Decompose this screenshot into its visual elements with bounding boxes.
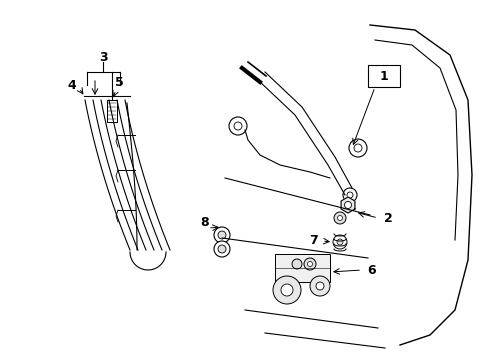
Circle shape bbox=[342, 188, 356, 202]
Text: 4: 4 bbox=[67, 78, 76, 91]
Text: 1: 1 bbox=[379, 69, 387, 82]
Circle shape bbox=[214, 227, 229, 243]
Text: 7: 7 bbox=[308, 234, 317, 247]
Circle shape bbox=[228, 117, 246, 135]
Polygon shape bbox=[340, 197, 354, 213]
Circle shape bbox=[353, 144, 361, 152]
Text: 2: 2 bbox=[383, 212, 391, 225]
Circle shape bbox=[332, 235, 346, 249]
Text: 3: 3 bbox=[99, 50, 107, 63]
Circle shape bbox=[348, 139, 366, 157]
Circle shape bbox=[333, 212, 346, 224]
Bar bbox=[274, 254, 329, 282]
Circle shape bbox=[291, 259, 302, 269]
Text: 8: 8 bbox=[200, 216, 209, 229]
Circle shape bbox=[336, 239, 342, 245]
Text: 6: 6 bbox=[367, 264, 376, 276]
Circle shape bbox=[218, 245, 225, 253]
Circle shape bbox=[346, 192, 352, 198]
Circle shape bbox=[337, 216, 342, 220]
Circle shape bbox=[315, 282, 324, 290]
Circle shape bbox=[272, 276, 301, 304]
Circle shape bbox=[234, 122, 242, 130]
Circle shape bbox=[281, 284, 292, 296]
Circle shape bbox=[304, 258, 315, 270]
Circle shape bbox=[344, 202, 351, 208]
Circle shape bbox=[309, 276, 329, 296]
Circle shape bbox=[218, 231, 225, 239]
Bar bbox=[107, 100, 117, 122]
Circle shape bbox=[214, 241, 229, 257]
Text: 5: 5 bbox=[115, 76, 123, 89]
Bar bbox=[367, 65, 399, 87]
Circle shape bbox=[307, 261, 312, 266]
